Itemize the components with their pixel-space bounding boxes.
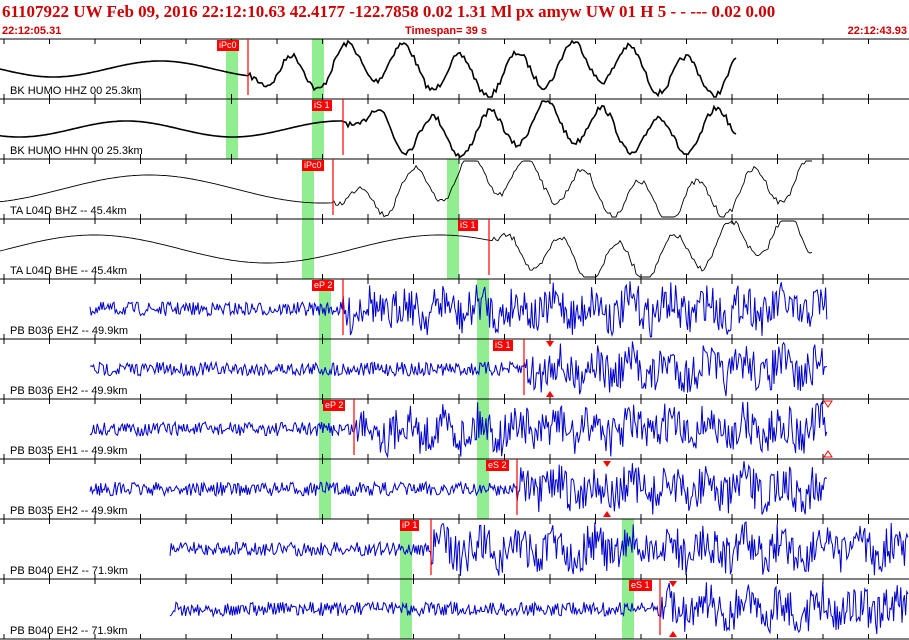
channel-label: TA L04D BHE -- 45.4km [10,265,128,277]
phase-pick-label[interactable]: eS 1 [629,580,652,591]
phase-pick-label[interactable]: iPc0 [302,160,324,171]
time-window-band [302,219,314,279]
channel-label: PB B036 EH2 -- 49.9km [10,385,128,397]
amplitude-marker-bottom [603,511,611,517]
time-window-band [400,579,412,639]
waveform-trace [89,460,828,515]
channel-label: BK HUMO HHN 00 25.3km [10,145,143,157]
amplitude-marker-top [546,341,554,347]
time-window-band [319,459,331,519]
time-window-band [312,99,324,159]
amplitude-marker-bottom [669,631,677,637]
phase-pick-label[interactable]: iS 1 [458,220,478,231]
time-window-band [477,339,489,399]
timespan-label: Timespan= 39 s [405,25,488,37]
event-header: 61107922 UW Feb 09, 2016 22:12:10.63 42.… [2,2,776,21]
amplitude-marker-bottom [546,391,554,397]
waveform-trace [169,520,909,577]
time-window-band [302,159,314,219]
waveform-trace [0,100,737,159]
waveform-trace [169,582,909,635]
end-time: 22:12:43.93 [847,25,907,37]
time-window-band [312,39,324,99]
channel-label: PB B035 EH1 -- 49.9km [10,445,128,457]
time-window-band [447,159,459,219]
waveform-trace [0,160,812,218]
waveform-trace [89,341,828,397]
channel-label: TA L04D BHZ -- 45.4km [10,205,127,217]
waveform-trace [89,281,828,338]
amplitude-marker-top [603,461,611,467]
waveform-trace [0,39,737,98]
phase-pick-label[interactable]: iP 1 [400,520,420,531]
amplitude-marker-bottom [823,450,833,458]
channel-label: PB B036 EHZ -- 49.9km [10,325,128,337]
channel-label: PB B035 EH2 -- 49.9km [10,505,128,517]
time-window-band [447,219,459,279]
time-window-band [477,459,489,519]
time-window-band [319,399,331,459]
time-window-band [477,279,489,339]
amplitude-marker-top [823,400,833,408]
phase-pick-label[interactable]: eP 2 [323,400,346,411]
time-window-band [226,39,238,99]
time-window-band [226,99,238,159]
phase-pick-label[interactable]: eP 2 [312,280,335,291]
phase-pick-label[interactable]: iS 1 [493,340,513,351]
waveform-trace [0,220,813,278]
phase-pick-label[interactable]: iPc0 [217,40,239,51]
start-time: 22:12:05.31 [2,25,62,37]
channel-label: PB B040 EH2 -- 71.9km [10,625,128,637]
channel-label: BK HUMO HHZ 00 25.3km [10,85,142,97]
time-window-band [400,519,412,579]
phase-pick-label[interactable]: iS 1 [312,100,332,111]
waveform-trace [89,400,828,459]
time-window-band [319,279,331,339]
amplitude-marker-top [669,581,677,587]
phase-pick-label[interactable]: eS 2 [486,460,509,471]
channel-label: PB B040 EHZ -- 71.9km [10,565,128,577]
